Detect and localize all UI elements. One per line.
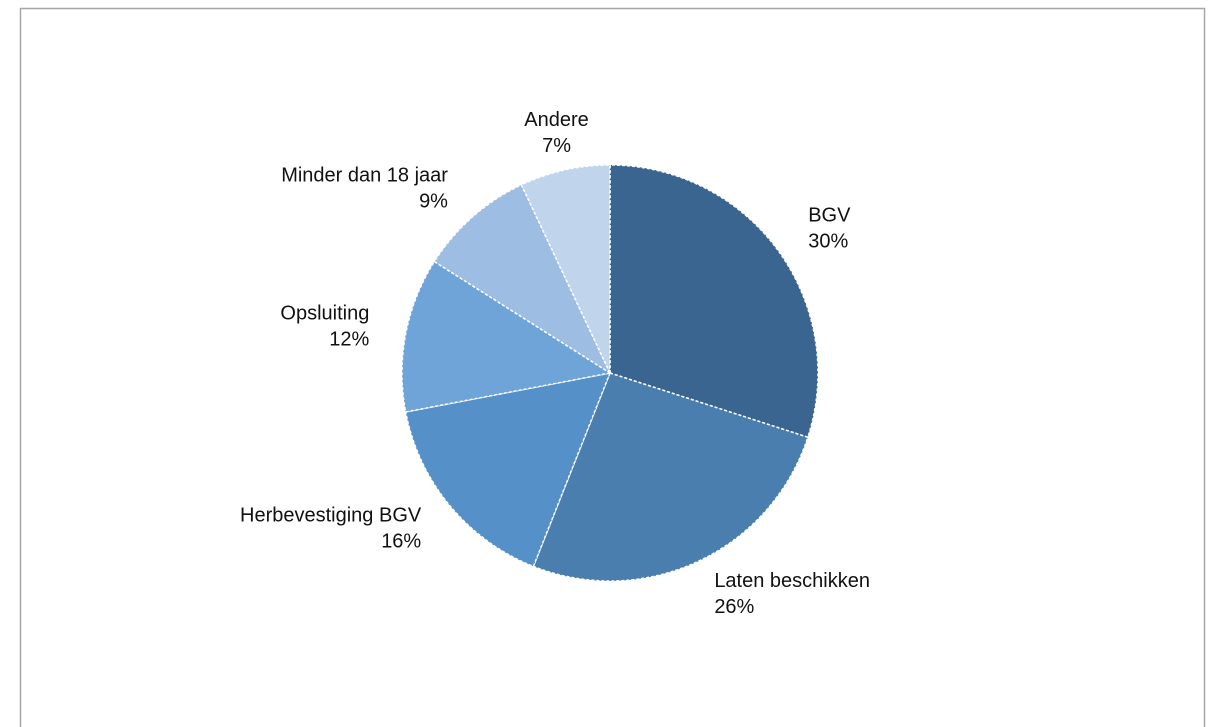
pie-slice — [433, 183, 612, 376]
slice-value-label: 30% — [808, 230, 848, 252]
slice-value-label: 26% — [714, 596, 754, 618]
slice-value-label: 12% — [329, 328, 369, 350]
pie-slice — [532, 372, 809, 582]
slice-label: BGV — [808, 204, 851, 226]
pie-slice — [401, 260, 613, 413]
slice-value-label: 16% — [381, 530, 421, 552]
slice-label: Opsluiting — [280, 302, 369, 324]
pie-slice — [609, 164, 819, 439]
slice-label: Minder dan 18 jaar — [281, 165, 448, 187]
slice-label: Herbevestiging BGV — [240, 504, 422, 526]
slice-label: Andere — [524, 109, 589, 131]
pie-slice — [520, 164, 611, 374]
pie-slice — [404, 372, 612, 568]
slice-value-label: 7% — [542, 135, 571, 157]
slice-label: Laten beschikken — [714, 570, 870, 592]
slice-value-label: 9% — [419, 191, 448, 213]
